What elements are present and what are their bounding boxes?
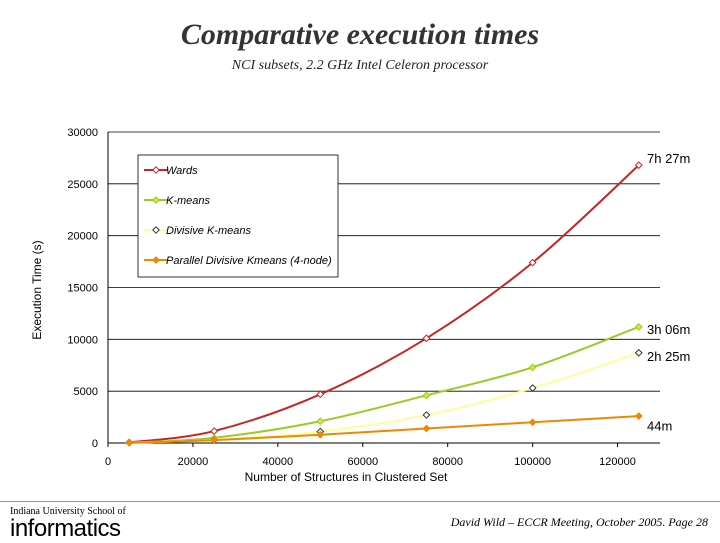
data-point bbox=[634, 348, 643, 357]
legend-swatch-marker bbox=[152, 196, 160, 204]
legend-swatch-marker bbox=[152, 256, 160, 264]
series-parallel-divisive-kmeans-4-node bbox=[125, 412, 643, 447]
data-point bbox=[316, 417, 325, 426]
y-axis-label: Execution Time (s) bbox=[30, 240, 44, 339]
data-point bbox=[422, 424, 431, 433]
data-point bbox=[316, 430, 325, 439]
data-point bbox=[634, 412, 643, 420]
annotation-label: 3h 06m bbox=[647, 322, 690, 337]
y-tick-label: 20000 bbox=[67, 231, 98, 243]
informatics-logo: informatics bbox=[10, 515, 121, 542]
legend-label: Divisive K-means bbox=[166, 225, 251, 237]
footer-credit: David Wild – ECCR Meeting, October 2005.… bbox=[450, 515, 708, 529]
data-point bbox=[125, 438, 134, 447]
chart-legend: Wards K-means Divisive K-means Parallel Div… bbox=[137, 154, 339, 278]
data-point bbox=[528, 384, 537, 392]
data-point bbox=[528, 418, 537, 427]
annotation-label: 2h 25m bbox=[647, 349, 690, 364]
data-point bbox=[528, 363, 537, 372]
series-line bbox=[129, 351, 640, 444]
annotation-label: 7h 27m bbox=[647, 151, 690, 166]
y-tick-labels: 0 5000 10000 15000 20000 25000 30000 bbox=[67, 127, 98, 450]
data-annotations: 7h 27m 3h 06m 2h 25m 44m bbox=[647, 151, 690, 433]
data-point bbox=[422, 391, 431, 400]
footer-divider bbox=[0, 501, 720, 502]
series-line bbox=[129, 325, 640, 444]
y-tick-label: 0 bbox=[92, 438, 98, 450]
y-tick-label: 5000 bbox=[74, 386, 98, 398]
x-tick-labels: 0 20000 40000 60000 80000 100000 120000 bbox=[105, 456, 636, 468]
slide-title: Comparative execution times bbox=[180, 18, 540, 51]
execution-time-chart: 0 5000 10000 15000 20000 25000 30000 0 20000 400… bbox=[30, 127, 690, 484]
data-point bbox=[210, 436, 219, 445]
data-point bbox=[422, 411, 431, 419]
data-point bbox=[528, 258, 537, 267]
y-tick-label: 30000 bbox=[67, 127, 98, 139]
x-tick-label: 0 bbox=[105, 456, 111, 468]
x-tick-label: 120000 bbox=[599, 456, 636, 468]
annotation-label: 44m bbox=[647, 418, 672, 433]
legend-box bbox=[137, 154, 339, 278]
x-tick-label: 60000 bbox=[347, 456, 378, 468]
data-point bbox=[422, 334, 431, 343]
data-point bbox=[210, 427, 219, 435]
data-point bbox=[634, 161, 643, 170]
x-axis-label: Number of Structures in Clustered Set bbox=[245, 470, 448, 484]
legend-swatch-marker bbox=[152, 166, 160, 174]
y-tick-label: 15000 bbox=[67, 283, 98, 295]
y-tick-label: 10000 bbox=[67, 334, 98, 346]
legend-label: K-means bbox=[166, 195, 211, 207]
chart-axes bbox=[107, 132, 660, 447]
data-point bbox=[634, 322, 643, 331]
x-tick-label: 100000 bbox=[514, 456, 551, 468]
x-tick-label: 40000 bbox=[263, 456, 294, 468]
footer-institution: Indiana University School of bbox=[10, 506, 126, 517]
y-tick-label: 25000 bbox=[67, 179, 98, 191]
slide-subtitle: NCI subsets, 2.2 GHz Intel Celeron proce… bbox=[231, 58, 489, 73]
x-tick-label: 20000 bbox=[178, 456, 209, 468]
data-series bbox=[125, 161, 643, 447]
x-tick-label: 80000 bbox=[432, 456, 463, 468]
legend-label: Wards bbox=[166, 165, 198, 177]
legend-label: Parallel Divisive Kmeans (4-node) bbox=[166, 255, 332, 267]
legend-swatch-marker bbox=[152, 226, 160, 234]
data-point bbox=[316, 390, 325, 399]
series-k-means bbox=[125, 322, 643, 447]
